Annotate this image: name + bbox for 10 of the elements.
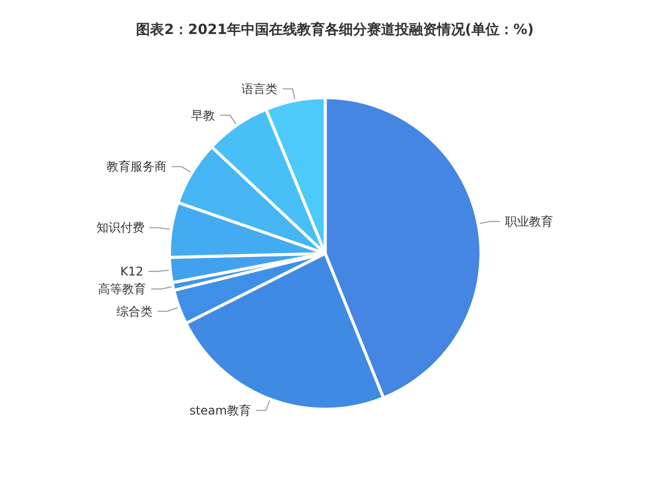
slice-label: 知识付费 — [96, 220, 144, 235]
slice-label: K12 — [120, 264, 144, 278]
slice-label: 高等教育 — [98, 282, 146, 296]
slice-label: 职业教育 — [504, 214, 553, 228]
slice-label: 综合类 — [116, 304, 153, 318]
slice-label: 早教 — [191, 108, 216, 122]
slice-label: 教育服务商 — [106, 160, 167, 174]
chart-title: 图表2：2021年中国在线教育各细分赛道投融资情况(单位：%) — [136, 21, 534, 38]
slice-label: 语言类 — [242, 82, 278, 96]
slice-label: steam教育 — [190, 403, 251, 418]
